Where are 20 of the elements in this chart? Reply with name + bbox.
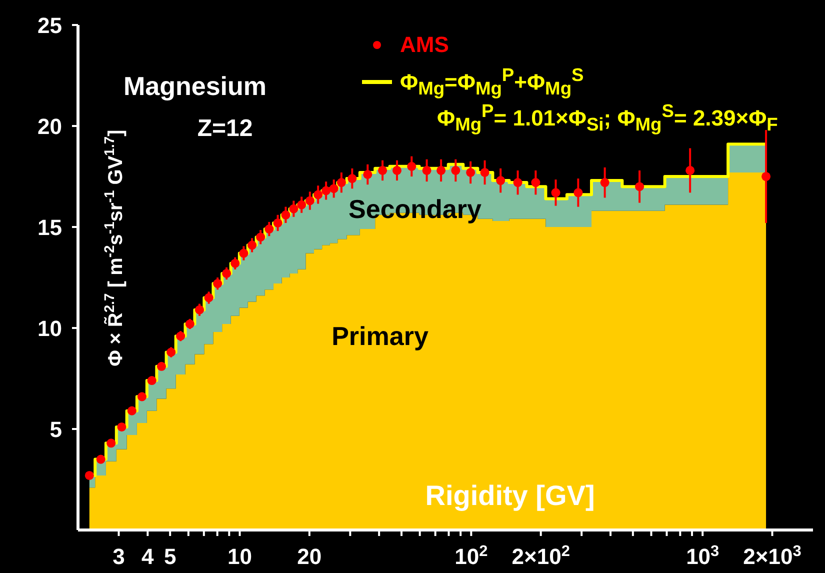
text: Magnesium	[123, 71, 267, 101]
x-tick-label: 10	[228, 544, 252, 569]
y-tick-label: 10	[38, 316, 62, 341]
x-tick-label: 3	[112, 544, 125, 569]
x-tick-label: 4	[142, 544, 155, 569]
x-axis-title: Rigidity [GV]	[425, 480, 595, 511]
y-tick-label: 20	[38, 114, 62, 139]
y-tick-label: 25	[38, 13, 62, 38]
x-tick-label: 10$^{2}$	[454, 542, 488, 569]
legend-label: AMS	[400, 31, 449, 59]
text: Z=12	[197, 115, 253, 142]
x-tick-label: 20	[297, 544, 322, 569]
y-tick-label: 5	[50, 417, 62, 442]
x-tick-label: 2×10$^{2}$	[512, 542, 570, 569]
series-label: Primary	[332, 321, 429, 351]
x-tick-label: 2×10$^{3}$	[743, 542, 802, 569]
y-tick-label: 15	[38, 215, 62, 240]
x-tick-label: 5	[164, 544, 176, 569]
x-tick-label: 10$^{3}$	[686, 542, 720, 569]
text: Φ$_{Mg}$$^{P}$= 1.01×Φ$_{Si}$; Φ$_{Mg}$$^{S}$= 2.39×Φ$_{F}$	[437, 100, 778, 135]
